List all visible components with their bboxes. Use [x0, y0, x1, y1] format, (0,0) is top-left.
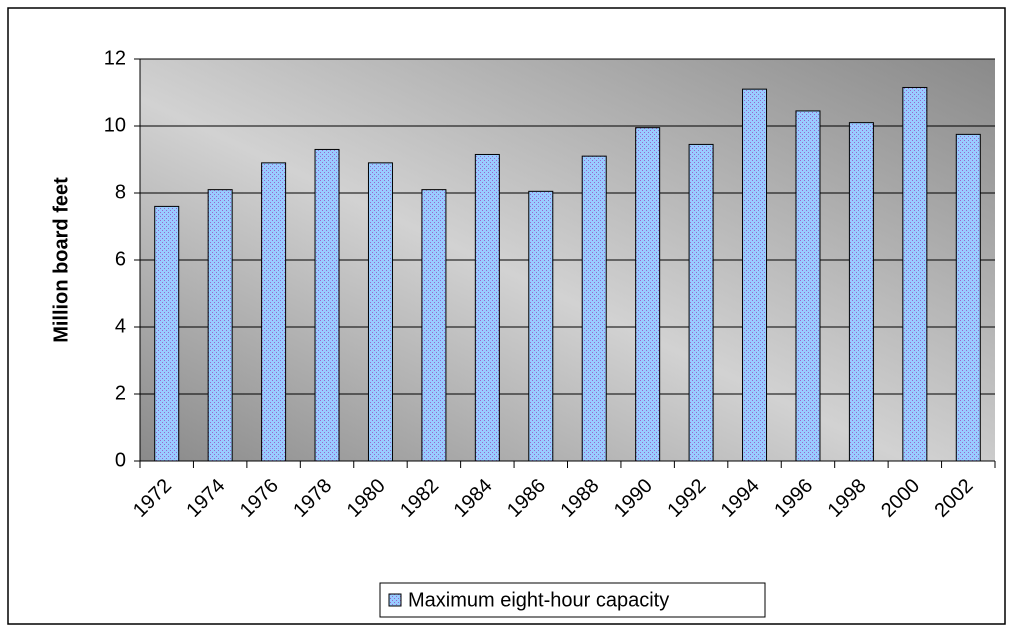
y-tick-label: 4: [115, 315, 126, 337]
y-axis-title: Million board feet: [50, 177, 72, 343]
bar: [848, 122, 874, 462]
bar: [261, 162, 287, 462]
bar: [635, 127, 661, 462]
bar: [367, 162, 393, 462]
bar: [314, 148, 340, 462]
y-tick-label: 12: [104, 47, 126, 69]
bar: [154, 205, 180, 462]
bar: [742, 88, 768, 462]
bar: [955, 133, 981, 462]
bar: [474, 153, 500, 462]
y-tick-label: 10: [104, 114, 126, 136]
bar: [902, 86, 928, 462]
y-tick-label: 6: [115, 248, 126, 270]
legend-box: [379, 582, 766, 618]
y-tick-label: 0: [115, 449, 126, 471]
bar: [207, 189, 233, 462]
y-tick-label: 8: [115, 181, 126, 203]
legend-label: Maximum eight-hour capacity: [408, 589, 669, 611]
legend-swatch: [388, 593, 402, 607]
bar: [795, 110, 821, 462]
bar: [581, 155, 607, 462]
bar: [528, 190, 554, 462]
bar: [688, 143, 714, 462]
bar: [421, 189, 447, 462]
y-tick-label: 2: [115, 382, 126, 404]
